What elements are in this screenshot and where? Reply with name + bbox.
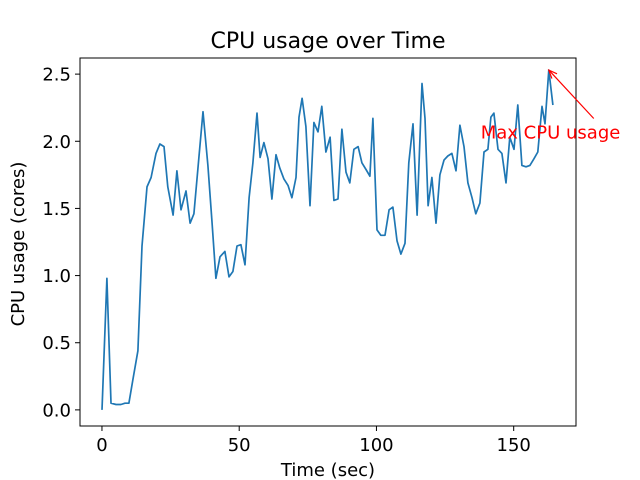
y-axis-label: CPU usage (cores): [8, 162, 29, 327]
x-axis-label: Time (sec): [280, 460, 375, 480]
annotation-arrow: [548, 69, 595, 119]
plot-frame: [79, 57, 577, 427]
annotation-text: Max CPU usage: [481, 123, 621, 144]
y-tick-label: 2.0: [42, 132, 71, 153]
x-tick-label: 150: [497, 435, 531, 456]
x-tick-label: 100: [359, 435, 393, 456]
chart-title: CPU usage over Time: [211, 29, 446, 54]
x-tick-label: 50: [228, 435, 251, 456]
y-tick-label: 2.5: [42, 65, 71, 86]
x-tick-label: 0: [96, 435, 107, 456]
y-tick-label: 1.0: [42, 266, 71, 287]
y-tick-label: 0.0: [42, 400, 71, 421]
y-tick-label: 0.5: [42, 333, 71, 354]
annotation-arrowhead: [547, 68, 558, 79]
y-tick-label: 1.5: [42, 199, 71, 220]
data-line: [101, 69, 554, 410]
